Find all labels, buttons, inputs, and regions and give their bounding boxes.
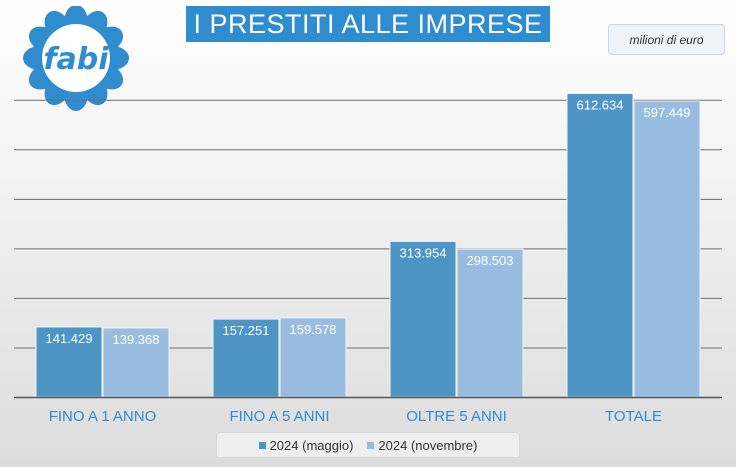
bar-maggio-2 (389, 240, 457, 398)
bar-novembre-0 (102, 327, 170, 398)
data-label-novembre-3: 597.449 (644, 105, 691, 120)
chart-title: I PRESTITI ALLE IMPRESE (186, 6, 550, 42)
category-label-1: FINO A 5 ANNI (229, 408, 329, 425)
data-label-maggio-1: 157.251 (223, 323, 270, 338)
unit-label: milioni di euro (608, 24, 725, 55)
data-label-maggio-2: 313.954 (400, 245, 447, 260)
category-label-3: TOTALE (605, 408, 662, 425)
bar-maggio-1 (212, 318, 280, 398)
legend-item-novembre: 2024 (novembre) (367, 438, 477, 453)
legend-item-maggio: 2024 (maggio) (258, 437, 354, 453)
data-label-novembre-2: 298.503 (467, 253, 514, 268)
data-label-novembre-1: 159.578 (290, 322, 337, 337)
bar-novembre-3 (633, 100, 701, 398)
legend-label-novembre: 2024 (novembre) (378, 437, 478, 453)
legend-label-maggio: 2024 (maggio) (269, 437, 354, 453)
legend-swatch-novembre (367, 441, 375, 449)
bar-maggio-3 (566, 93, 634, 398)
bar-novembre-1 (279, 317, 347, 398)
category-label-2: OLTRE 5 ANNI (406, 408, 507, 425)
bar-novembre-2 (456, 248, 524, 398)
data-label-novembre-0: 139.368 (113, 332, 160, 347)
logo-center (42, 24, 110, 92)
data-label-maggio-3: 612.634 (577, 98, 624, 113)
category-label-0: FINO A 1 ANNO (49, 408, 157, 425)
logo-text: fabi (43, 42, 109, 77)
legend-swatch-maggio (258, 441, 266, 449)
fabi-logo: fabi (23, 6, 129, 111)
data-label-maggio-0: 141.429 (46, 331, 93, 346)
legend: 2024 (maggio) 2024 (novembre) (216, 432, 520, 458)
